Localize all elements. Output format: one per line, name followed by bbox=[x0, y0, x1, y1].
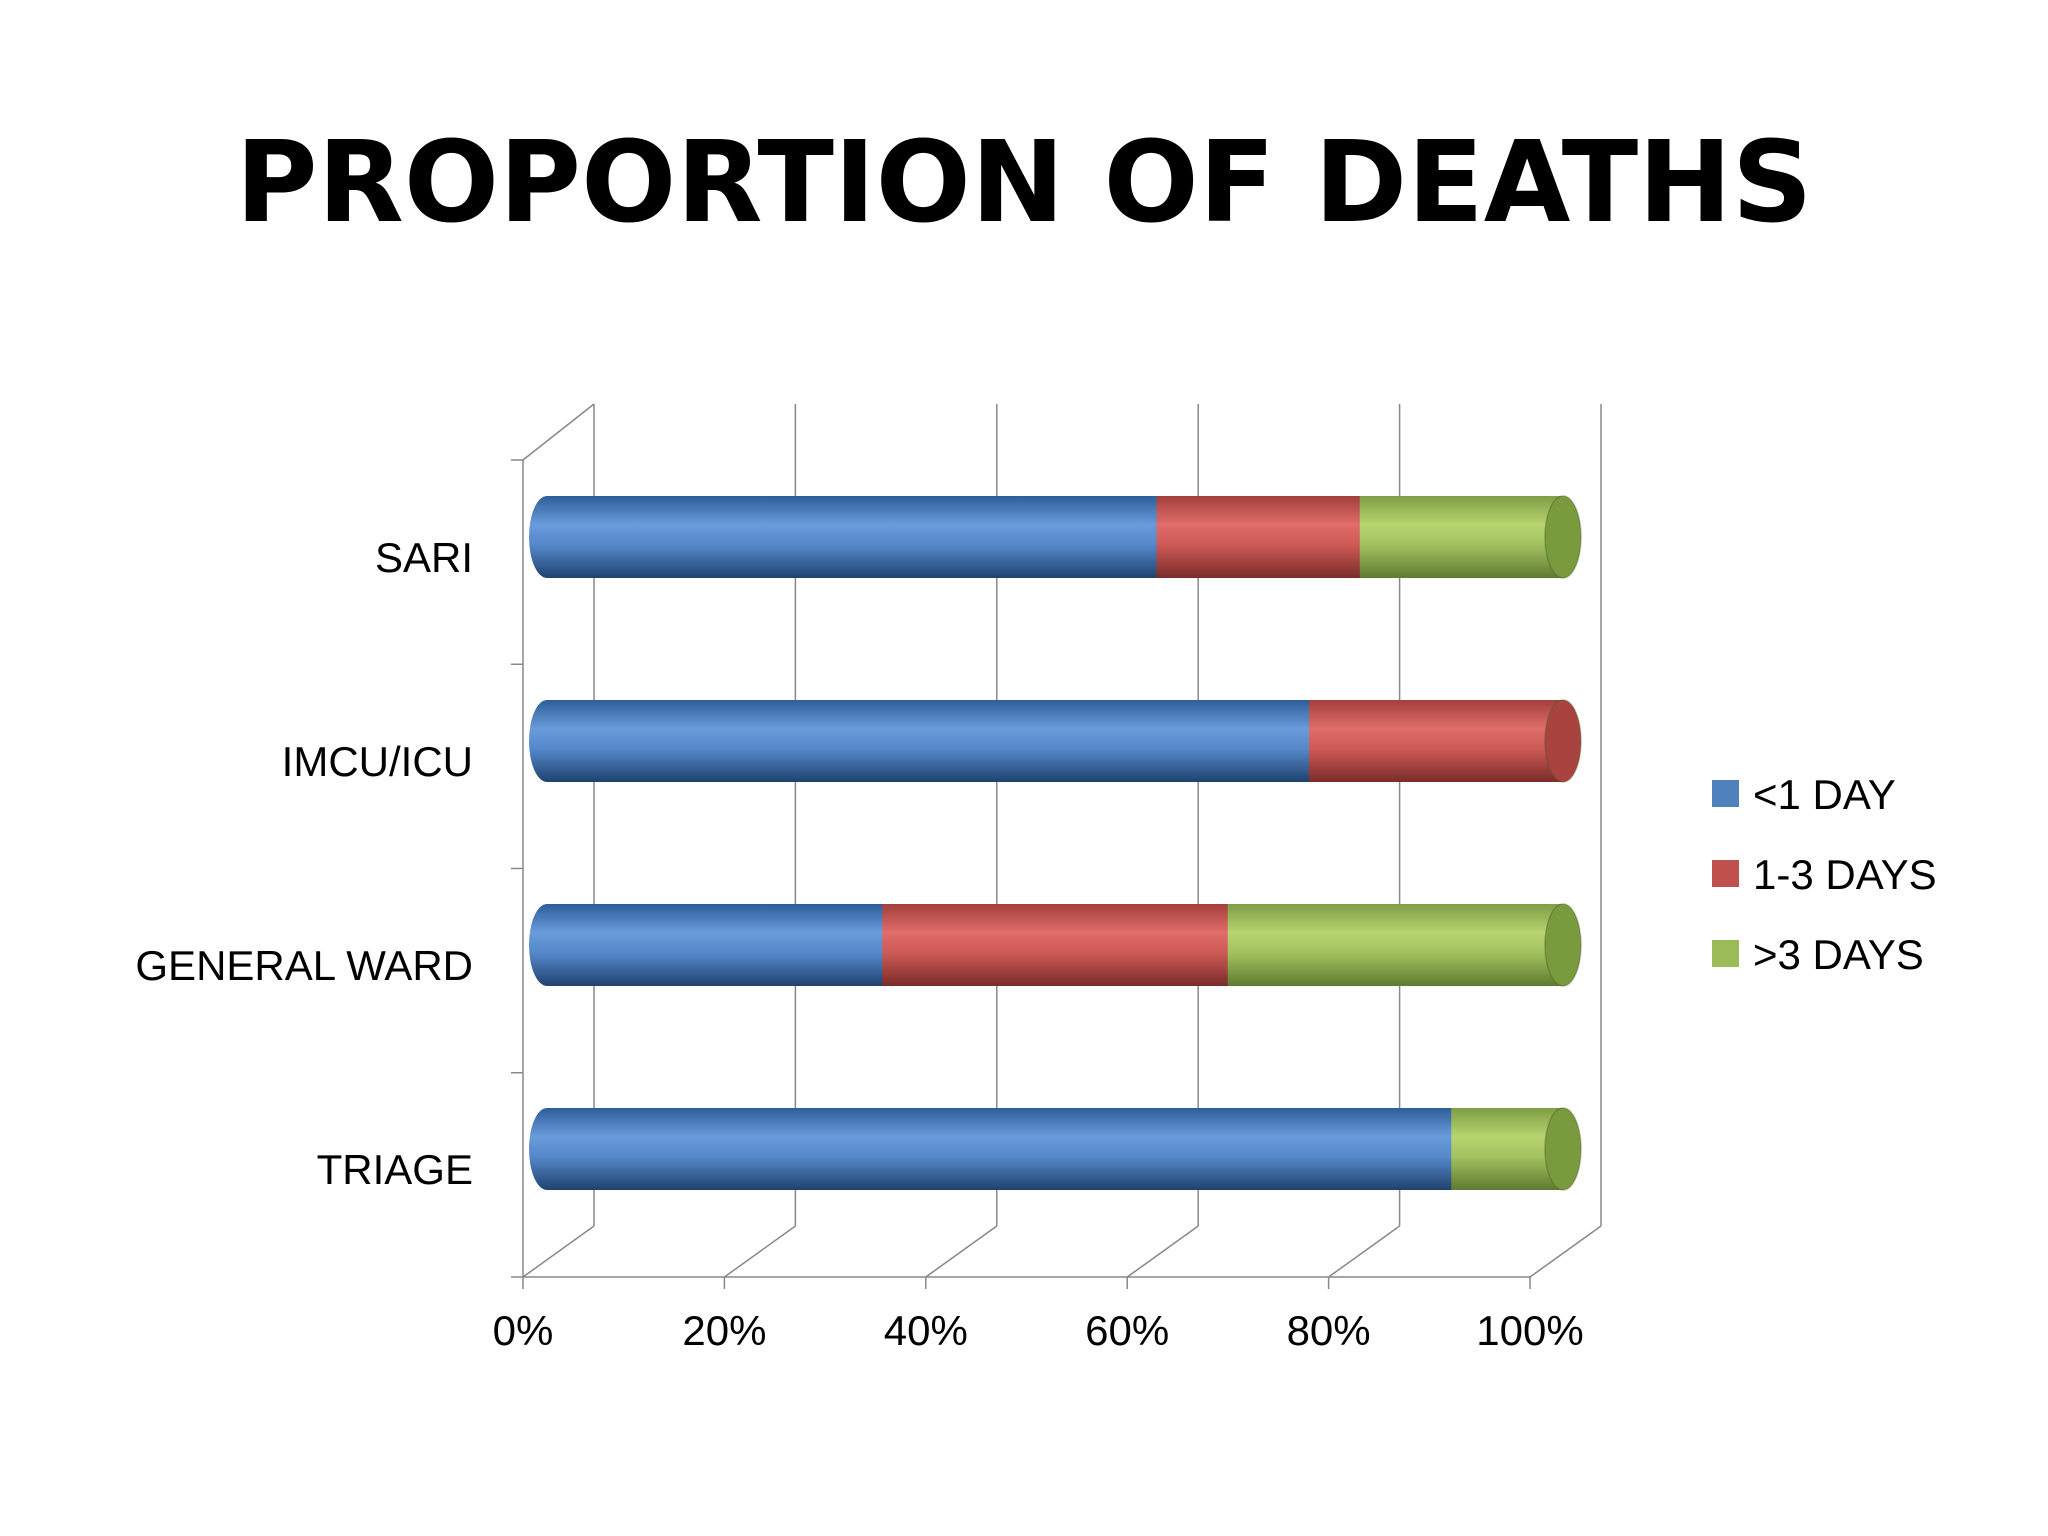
bar-segment bbox=[547, 904, 883, 986]
chart-frame bbox=[511, 403, 1602, 1289]
category-label: SARI bbox=[375, 534, 473, 581]
bar-segment bbox=[1227, 904, 1564, 986]
category-labels: SARI IMCU/ICU GENERAL WARD TRIAGE bbox=[135, 534, 473, 1193]
legend-item: <1 DAY bbox=[1712, 771, 1896, 818]
category-label: IMCU/ICU bbox=[282, 738, 473, 785]
bar-group bbox=[529, 495, 1582, 579]
bar-segment bbox=[1359, 496, 1564, 578]
x-tick-label: 0% bbox=[493, 1307, 554, 1354]
bar-segment bbox=[547, 496, 1158, 578]
x-tick-label: 60% bbox=[1085, 1307, 1169, 1354]
bar-segment bbox=[1451, 1108, 1564, 1190]
bar-group bbox=[529, 903, 1582, 987]
legend-item: >3 DAYS bbox=[1712, 931, 1924, 978]
x-tick-labels: 0% 20% 40% 60% 80% 100% bbox=[493, 1307, 1584, 1354]
floor-line bbox=[925, 1225, 998, 1278]
bar-cap-right bbox=[1544, 1107, 1582, 1191]
bar-segment bbox=[1309, 700, 1564, 782]
bar-cap-right bbox=[1544, 699, 1582, 783]
legend-swatch bbox=[1712, 940, 1739, 967]
bar-cap-right bbox=[1544, 903, 1582, 987]
floor-line bbox=[1126, 1225, 1199, 1278]
x-tick-label: 40% bbox=[884, 1307, 968, 1354]
bar-group bbox=[529, 1107, 1582, 1191]
bar-segment bbox=[882, 904, 1229, 986]
floor-line bbox=[1328, 1225, 1401, 1278]
category-label: GENERAL WARD bbox=[135, 942, 473, 989]
bar-group bbox=[529, 699, 1582, 783]
floor-line bbox=[1529, 1225, 1602, 1278]
bar-segment bbox=[547, 1108, 1452, 1190]
floor-line bbox=[723, 1225, 796, 1278]
bar-cap-right bbox=[1544, 495, 1582, 579]
category-label: TRIAGE bbox=[317, 1146, 473, 1193]
legend-label: <1 DAY bbox=[1753, 771, 1896, 818]
legend-label: 1-3 DAYS bbox=[1753, 851, 1937, 898]
bars bbox=[529, 495, 1582, 1191]
legend: <1 DAY 1-3 DAYS >3 DAYS bbox=[1712, 771, 1937, 978]
bar-segment bbox=[1156, 496, 1361, 578]
x-tick-label: 80% bbox=[1287, 1307, 1371, 1354]
legend-label: >3 DAYS bbox=[1753, 931, 1924, 978]
legend-item: 1-3 DAYS bbox=[1712, 851, 1937, 898]
legend-swatch bbox=[1712, 780, 1739, 807]
x-tick-label: 20% bbox=[682, 1307, 766, 1354]
bar-segment bbox=[547, 700, 1310, 782]
x-tick-label: 100% bbox=[1476, 1307, 1583, 1354]
slide-title: PROPORTION OF DEATHS bbox=[235, 118, 1813, 248]
legend-swatch bbox=[1712, 860, 1739, 887]
floor-line bbox=[522, 1225, 595, 1278]
side-wall-top bbox=[522, 403, 595, 461]
